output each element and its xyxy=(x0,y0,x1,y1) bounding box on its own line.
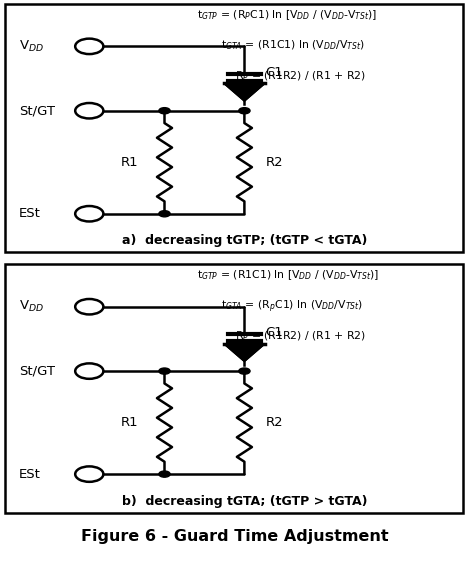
Circle shape xyxy=(159,471,170,477)
Text: R$_P$ = (R1R2) / (R1 + R2): R$_P$ = (R1R2) / (R1 + R2) xyxy=(235,70,366,83)
Text: t$_{GTA}$ = (R$_p$C1) ln (V$_{DD}$/V$_{TSt}$): t$_{GTA}$ = (R$_p$C1) ln (V$_{DD}$/V$_{T… xyxy=(221,299,363,315)
Text: R1: R1 xyxy=(121,156,139,169)
Circle shape xyxy=(159,108,170,114)
Circle shape xyxy=(159,211,170,217)
Polygon shape xyxy=(224,83,265,101)
Text: t$_{GTP}$ = (R$_P$C1) ln [V$_{DD}$ / (V$_{DD}$-V$_{TSt}$)]: t$_{GTP}$ = (R$_P$C1) ln [V$_{DD}$ / (V$… xyxy=(197,8,378,22)
Text: V$_{DD}$: V$_{DD}$ xyxy=(19,299,44,314)
Text: t$_{GTA}$ = (R1C1) ln (V$_{DD}$/V$_{TSt}$): t$_{GTA}$ = (R1C1) ln (V$_{DD}$/V$_{TSt}… xyxy=(221,38,365,52)
Text: a)  decreasing tGTP; (tGTP < tGTA): a) decreasing tGTP; (tGTP < tGTA) xyxy=(122,234,367,247)
Text: V$_{DD}$: V$_{DD}$ xyxy=(19,39,44,54)
Text: t$_{GTP}$ = (R1C1) ln [V$_{DD}$ / (V$_{DD}$-V$_{TSt}$)]: t$_{GTP}$ = (R1C1) ln [V$_{DD}$ / (V$_{D… xyxy=(197,268,380,282)
Text: St/GT: St/GT xyxy=(19,104,55,117)
Text: R$_P$ = (R1R2) / (R1 + R2): R$_P$ = (R1R2) / (R1 + R2) xyxy=(235,330,366,344)
Text: R2: R2 xyxy=(266,156,283,169)
Text: Figure 6 - Guard Time Adjustment: Figure 6 - Guard Time Adjustment xyxy=(81,529,389,544)
Text: C1: C1 xyxy=(266,66,283,79)
Circle shape xyxy=(239,108,250,114)
Text: ESt: ESt xyxy=(19,207,41,220)
Text: ESt: ESt xyxy=(19,468,41,481)
Text: R2: R2 xyxy=(266,416,283,429)
Circle shape xyxy=(239,368,250,374)
Text: R1: R1 xyxy=(121,416,139,429)
Text: b)  decreasing tGTA; (tGTP > tGTA): b) decreasing tGTA; (tGTP > tGTA) xyxy=(122,495,367,508)
Polygon shape xyxy=(224,344,265,362)
Circle shape xyxy=(159,368,170,374)
Text: C1: C1 xyxy=(266,326,283,339)
Text: St/GT: St/GT xyxy=(19,365,55,378)
